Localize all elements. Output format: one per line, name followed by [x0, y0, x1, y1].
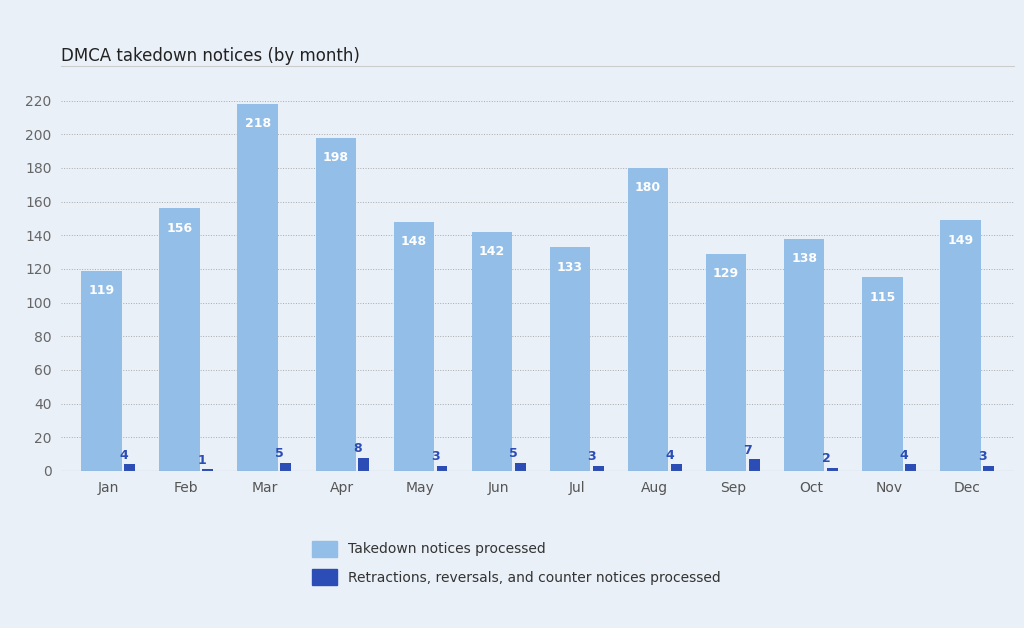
Text: 5: 5	[275, 447, 284, 460]
Text: 218: 218	[245, 117, 270, 131]
Bar	[862, 278, 902, 471]
Text: 198: 198	[323, 151, 349, 164]
Bar	[671, 464, 682, 471]
Bar	[160, 208, 200, 471]
Text: 8: 8	[353, 442, 362, 455]
Bar	[593, 466, 603, 471]
Bar	[358, 458, 370, 471]
Text: 4: 4	[666, 449, 674, 462]
Text: 119: 119	[89, 284, 115, 297]
Text: 142: 142	[479, 246, 505, 258]
Text: 148: 148	[400, 236, 427, 248]
Text: 3: 3	[431, 450, 440, 463]
Text: 4: 4	[119, 449, 128, 462]
Bar	[784, 239, 824, 471]
Bar	[472, 232, 512, 471]
Bar	[983, 466, 994, 471]
Bar	[515, 463, 525, 471]
Text: 138: 138	[792, 252, 817, 265]
Bar	[203, 469, 213, 471]
Text: 1: 1	[198, 454, 206, 467]
Bar	[940, 220, 981, 471]
Text: 156: 156	[167, 222, 193, 235]
Bar	[393, 222, 434, 471]
Text: 149: 149	[947, 234, 974, 247]
Text: 3: 3	[978, 450, 986, 463]
Bar	[436, 466, 447, 471]
Bar	[749, 459, 760, 471]
Text: 180: 180	[635, 181, 662, 195]
Text: 133: 133	[557, 261, 583, 274]
Bar	[826, 468, 838, 471]
Legend: Takedown notices processed, Retractions, reversals, and counter notices processe: Takedown notices processed, Retractions,…	[306, 535, 726, 591]
Bar	[238, 104, 279, 471]
Bar	[905, 464, 915, 471]
Bar	[628, 168, 669, 471]
Text: 5: 5	[509, 447, 518, 460]
Bar	[315, 138, 356, 471]
Bar	[550, 247, 590, 471]
Text: 4: 4	[900, 449, 908, 462]
Bar	[124, 464, 135, 471]
Text: 2: 2	[821, 452, 830, 465]
Text: 3: 3	[588, 450, 596, 463]
Text: 115: 115	[869, 291, 895, 304]
Text: 129: 129	[713, 268, 739, 280]
Text: DMCA takedown notices (by month): DMCA takedown notices (by month)	[61, 48, 360, 65]
Bar	[281, 463, 291, 471]
Bar	[706, 254, 746, 471]
Text: 7: 7	[743, 444, 753, 457]
Bar	[81, 271, 122, 471]
